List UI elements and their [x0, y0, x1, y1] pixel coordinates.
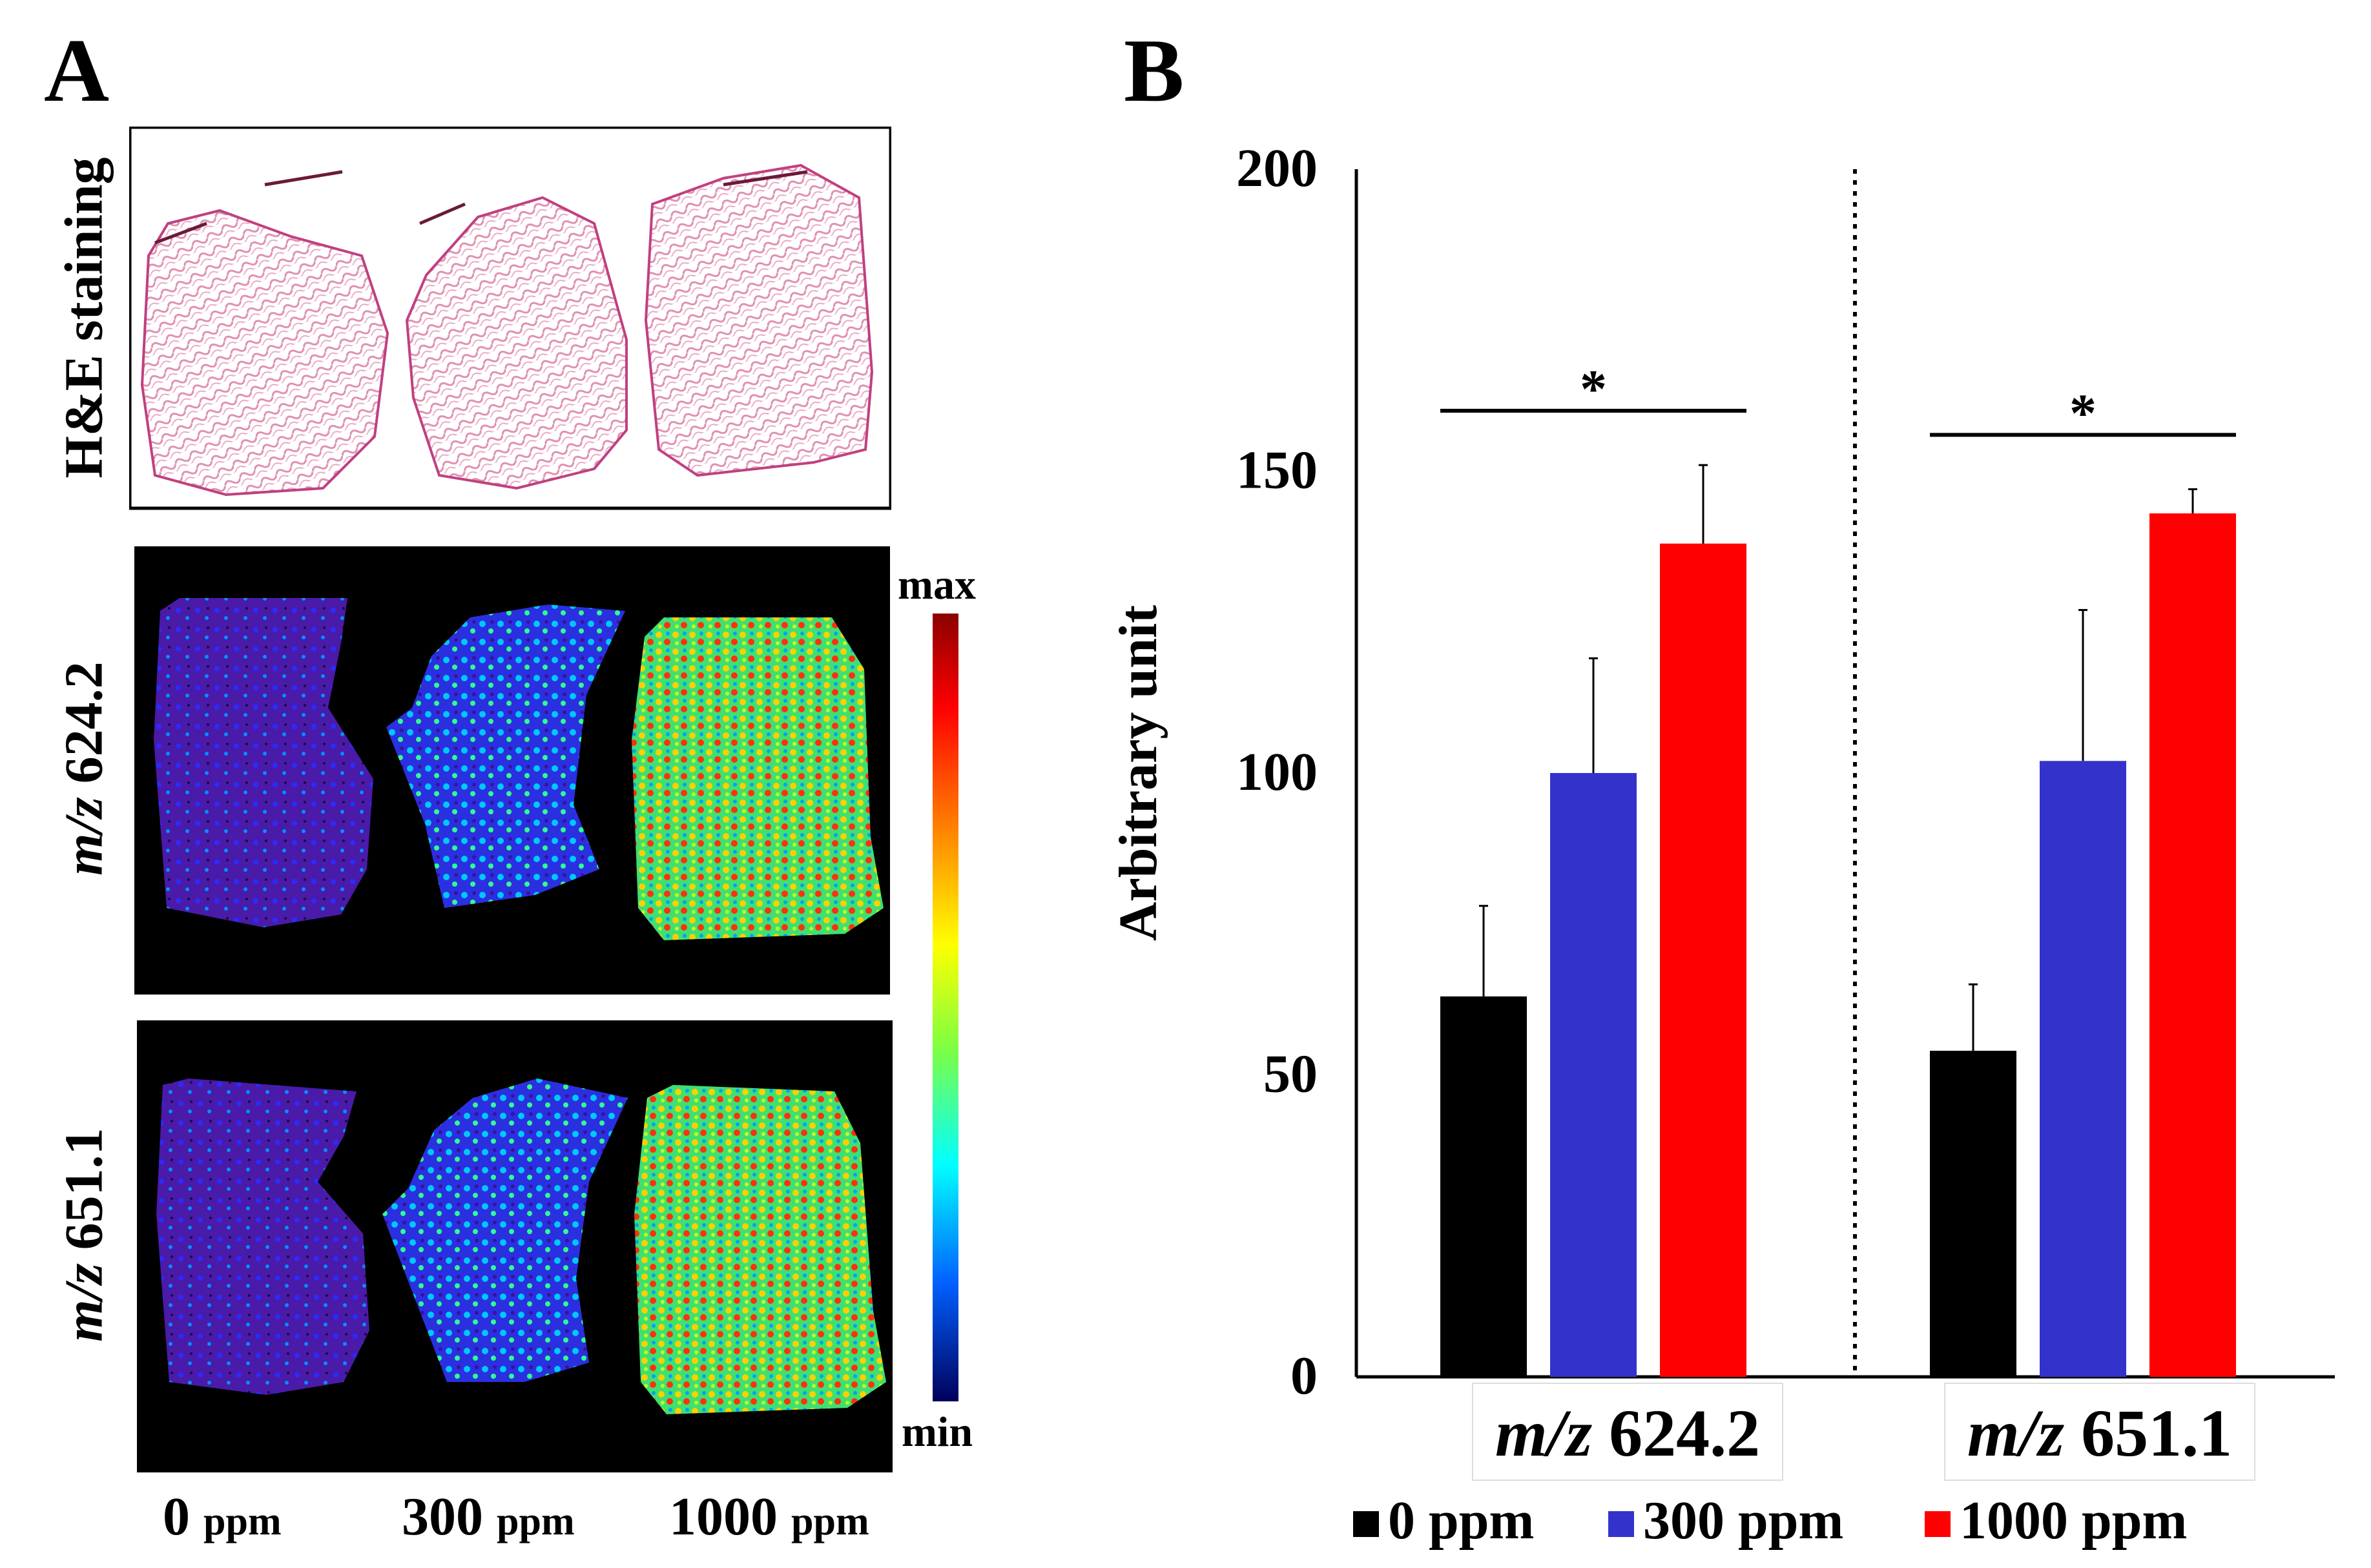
y-tick-label: 50	[1263, 1044, 1318, 1104]
colorbar-min-label: min	[902, 1408, 973, 1456]
bar-0-ppm-group-1	[1930, 1051, 2016, 1377]
group-label-box-0	[1472, 1383, 1783, 1481]
he-section-0ppm	[140, 209, 389, 497]
bar-300-ppm-group-0	[1550, 773, 1637, 1377]
col-label-300ppm-value: 300	[402, 1487, 483, 1547]
col-label-300ppm: 300 ppm	[402, 1485, 575, 1548]
ms651-section-1000ppm	[634, 1085, 886, 1414]
ms624-section-1000ppm	[632, 617, 884, 940]
row-label-mz624-italic: m/z	[54, 797, 114, 876]
row-label-he: H&E staining	[53, 157, 116, 478]
y-tick-label: 0	[1290, 1346, 1318, 1406]
he-section-300ppm	[405, 196, 628, 490]
colorbar	[933, 614, 958, 1401]
col-label-300ppm-unit: ppm	[497, 1500, 575, 1543]
legend-label-1: 300 ppm	[1643, 1491, 1843, 1551]
ms624-section-0ppm	[154, 598, 373, 927]
y-axis-title: Arbitrary unit	[1108, 605, 1168, 941]
he-section-1000ppm	[644, 163, 874, 477]
group-label-box-1	[1944, 1383, 2255, 1481]
significance-star-1: *	[2069, 383, 2097, 443]
row-label-mz624-value: 624.2	[54, 661, 114, 798]
y-tick-label: 150	[1236, 440, 1318, 500]
legend-swatch-0	[1353, 1511, 1379, 1537]
he-staining-image	[129, 127, 891, 510]
significance-star-0: *	[1580, 359, 1607, 419]
ms651-section-300ppm	[382, 1078, 628, 1382]
row-label-he-text: H&E staining	[54, 157, 114, 479]
legend-label-0: 0 ppm	[1388, 1491, 1534, 1551]
group-labels: m/z 624.2 m/z 651.1	[1472, 1383, 2255, 1481]
bar-1000-ppm-group-0	[1660, 543, 1746, 1377]
group-label-value-1: 651.1	[2064, 1396, 2232, 1470]
y-axis-ticks: 0 50 100 150 200	[1236, 138, 1318, 1406]
ms-image-mz624	[134, 546, 890, 995]
col-label-1000ppm-value: 1000	[669, 1487, 778, 1547]
col-label-1000ppm-unit: ppm	[791, 1500, 869, 1543]
row-label-mz651-value: 651.1	[54, 1128, 114, 1264]
group-label-italic-1: m/z	[1967, 1396, 2065, 1470]
y-tick-label: 200	[1236, 138, 1318, 198]
colorbar-max-label: max	[898, 561, 976, 608]
row-label-mz651-italic: m/z	[54, 1263, 114, 1342]
bar-0-ppm-group-0	[1440, 996, 1527, 1377]
ms624-section-300ppm	[386, 604, 625, 908]
panel-b-letter: B	[1124, 21, 1185, 121]
group-label-italic-0: m/z	[1495, 1396, 1593, 1470]
y-tick-label: 100	[1236, 742, 1318, 802]
col-label-0ppm: 0 ppm	[163, 1485, 282, 1548]
ms-image-mz651	[137, 1020, 893, 1472]
bar-300-ppm-group-1	[2040, 761, 2126, 1377]
row-label-mz624: m/z 624.2	[53, 661, 116, 875]
group-label-1: m/z 651.1	[1967, 1396, 2232, 1470]
legend: 0 ppm 300 ppm 1000 ppm	[1353, 1491, 2187, 1551]
legend-swatch-2	[1925, 1511, 1951, 1537]
group-label-0: m/z 624.2	[1495, 1396, 1760, 1470]
col-label-0ppm-value: 0	[163, 1487, 190, 1547]
legend-swatch-1	[1608, 1511, 1634, 1537]
panel-a-letter: A	[44, 21, 110, 121]
bars	[1440, 464, 2236, 1377]
col-label-1000ppm: 1000 ppm	[669, 1485, 869, 1548]
row-label-mz651: m/z 651.1	[53, 1128, 116, 1341]
group-label-value-0: 624.2	[1592, 1396, 1760, 1470]
significance-markers: * *	[1440, 359, 2236, 443]
legend-label-2: 1000 ppm	[1960, 1491, 2187, 1551]
col-label-0ppm-unit: ppm	[203, 1500, 282, 1543]
ms651-section-0ppm	[156, 1078, 369, 1395]
bar-1000-ppm-group-1	[2149, 513, 2236, 1377]
